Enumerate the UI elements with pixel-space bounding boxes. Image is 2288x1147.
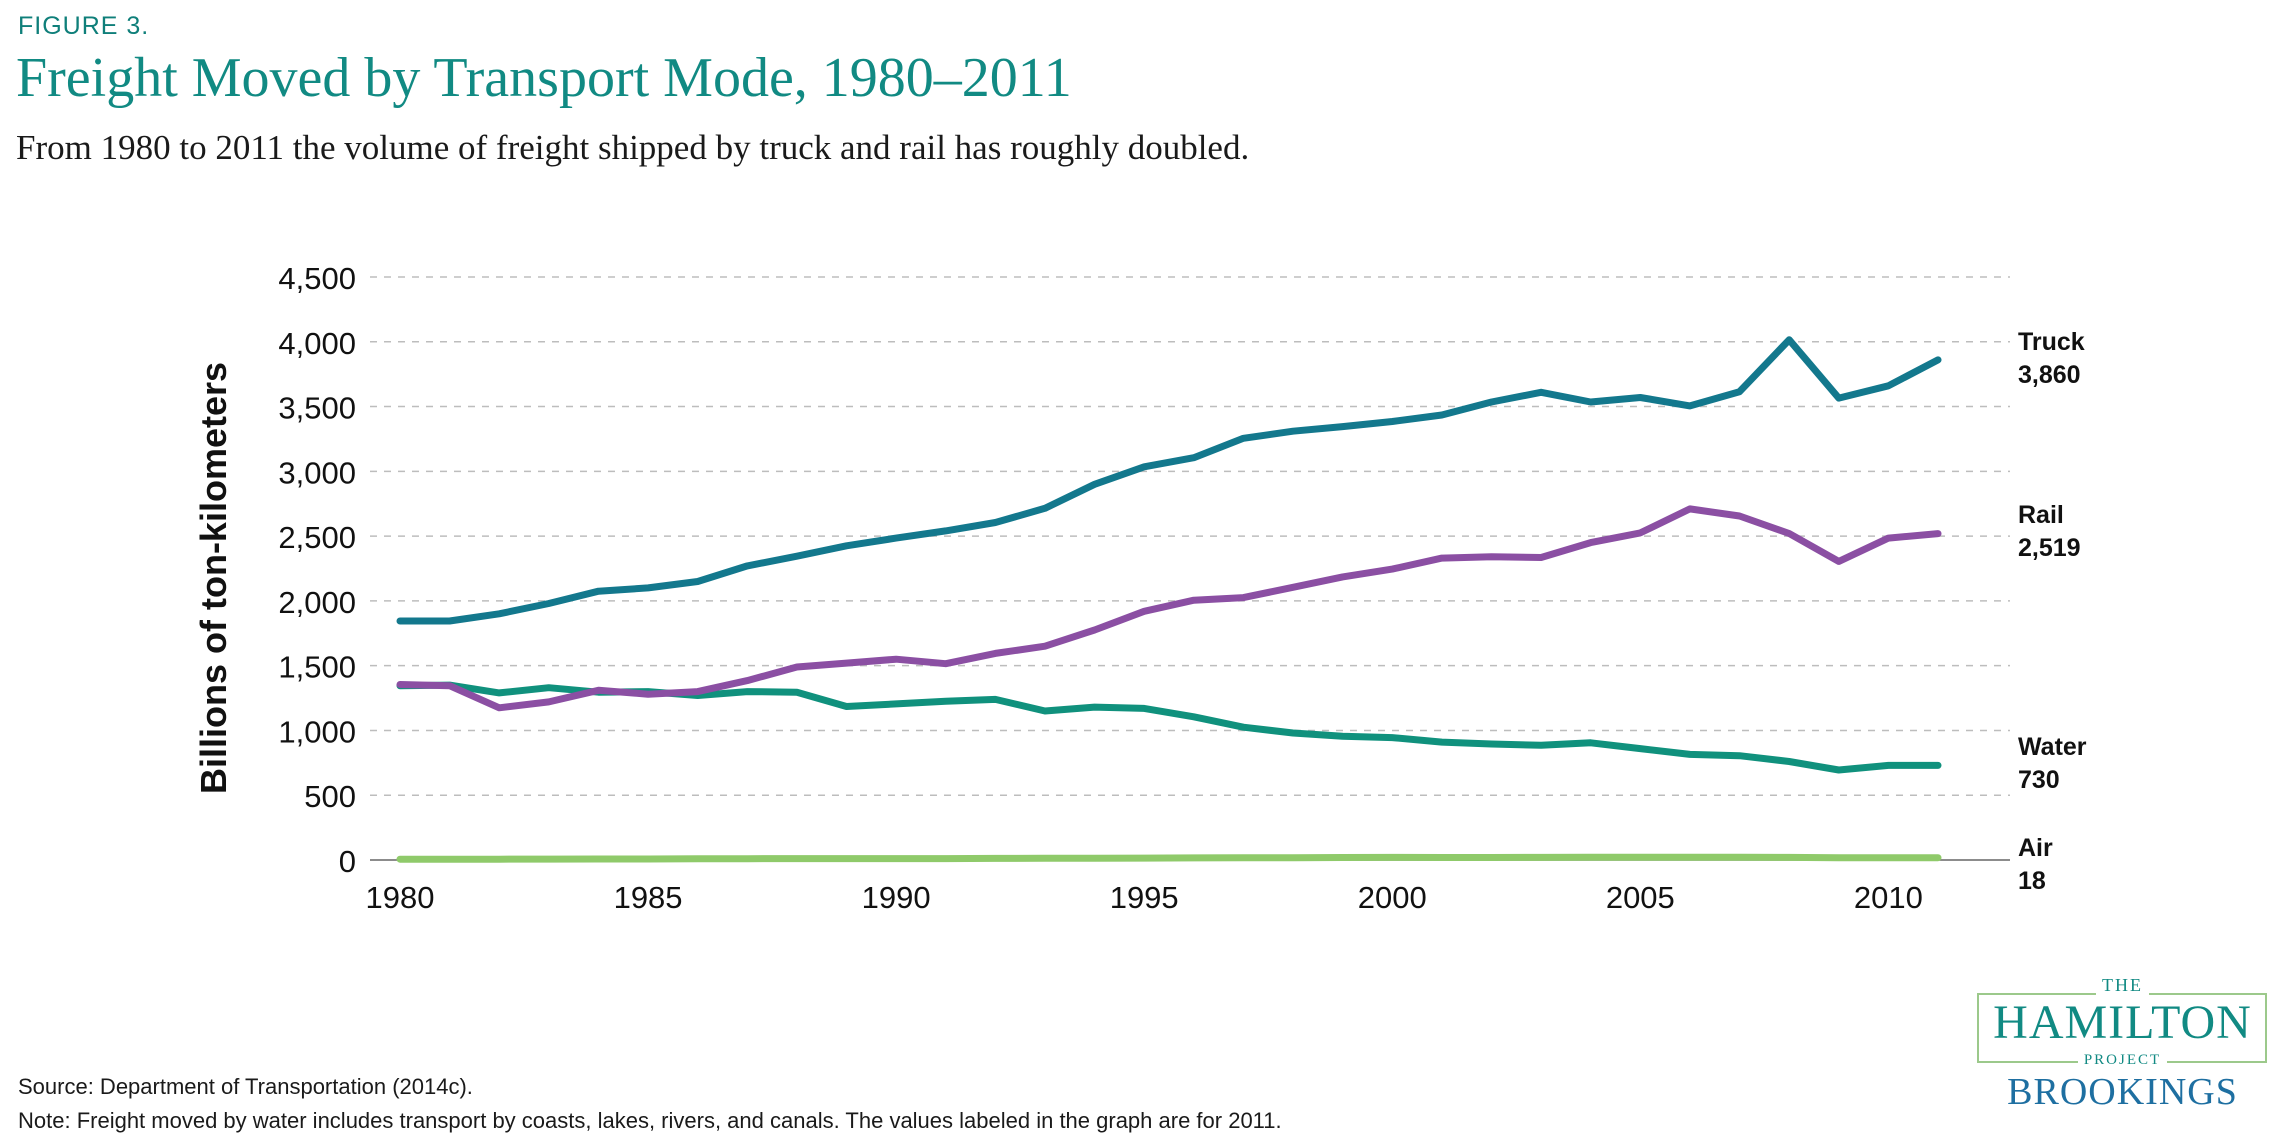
y-tick-label: 1,500 xyxy=(278,650,356,685)
x-tick-label: 2005 xyxy=(1606,880,1675,915)
x-tick-label: 1995 xyxy=(1110,880,1179,915)
series-label-truck: Truck xyxy=(2018,328,2085,356)
line-chart: 0 500 1,000 1,500 2,000 2,500 3,000 3,500 4,000 4… xyxy=(193,261,2087,915)
y-tick-label: 3,500 xyxy=(278,391,356,426)
logo-name: HAMILTON xyxy=(1993,996,2252,1049)
series-value-rail: 2,519 xyxy=(2018,534,2081,562)
x-tick-label: 1980 xyxy=(366,880,435,915)
y-tick-label: 2,500 xyxy=(278,520,356,555)
series-value-air: 18 xyxy=(2018,867,2046,895)
x-tick-label: 1985 xyxy=(614,880,683,915)
y-tick-label: 0 xyxy=(339,844,356,879)
series-label-air: Air xyxy=(2018,834,2053,862)
y-tick-label: 1,000 xyxy=(278,714,356,749)
chart-title: Freight Moved by Transport Mode, 1980–20… xyxy=(16,47,1072,109)
logo-brookings: BROOKINGS xyxy=(2007,1071,2238,1113)
series-line-truck xyxy=(396,336,1942,625)
series-lines xyxy=(396,336,1942,863)
y-tick-label: 4,500 xyxy=(278,261,356,296)
y-tick-label: 3,000 xyxy=(278,455,356,490)
y-tick-label: 4,000 xyxy=(278,326,356,361)
footnote: Note: Freight moved by water includes tr… xyxy=(18,1108,1282,1133)
x-tick-label: 2000 xyxy=(1358,880,1427,915)
series-value-truck: 3,860 xyxy=(2018,361,2081,389)
series-label-rail: Rail xyxy=(2018,501,2064,529)
series-end-labels: Air 18 Water 730 Rail 2,519 Truck 3,860 xyxy=(2018,328,2087,895)
hamilton-brookings-logo: THE HAMILTON PROJECT BROOKINGS xyxy=(1975,975,2270,1115)
source-note: Source: Department of Transportation (20… xyxy=(18,1074,473,1099)
y-tick-label: 2,000 xyxy=(278,585,356,620)
x-tick-label: 1990 xyxy=(862,880,931,915)
x-tick-label: 2010 xyxy=(1854,880,1923,915)
figure-label: FIGURE 3. xyxy=(18,12,150,40)
y-axis-ticks: 0 500 1,000 1,500 2,000 2,500 3,000 3,500 4,000 4… xyxy=(278,261,356,879)
logo-the: THE xyxy=(2096,975,2149,995)
series-line-rail xyxy=(396,505,1942,712)
x-axis-ticks: 1980 1985 1990 1995 2000 2005 2010 xyxy=(366,880,1923,915)
logo-project: PROJECT xyxy=(2077,1052,2168,1068)
chart-subtitle: From 1980 to 2011 the volume of freight … xyxy=(16,128,1250,167)
series-line-air xyxy=(396,853,1942,863)
y-tick-label: 500 xyxy=(304,779,356,814)
series-value-water: 730 xyxy=(2018,766,2060,794)
y-axis-label: Billions of ton-kilometers xyxy=(193,362,234,794)
series-label-water: Water xyxy=(2018,733,2087,761)
series-line-water xyxy=(396,681,1942,774)
